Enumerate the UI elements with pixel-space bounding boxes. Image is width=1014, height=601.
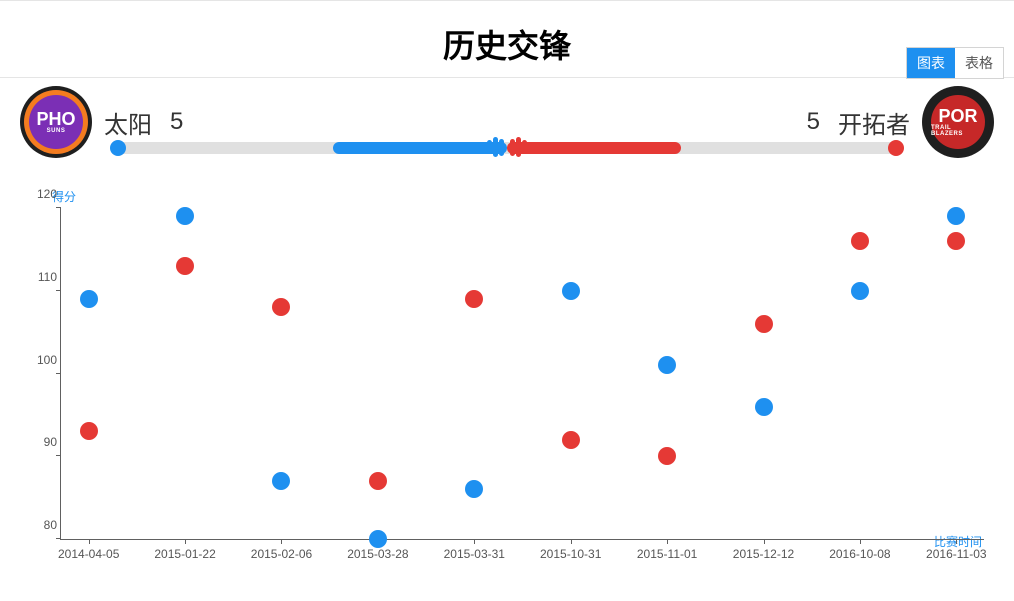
- data-point[interactable]: [562, 431, 580, 449]
- win-bar: [112, 140, 902, 156]
- tab-chart[interactable]: 图表: [907, 48, 955, 78]
- view-tabs: 图表 表格: [906, 47, 1004, 79]
- x-tick-label: 2015-11-01: [637, 547, 698, 561]
- team-left-logo: PHO SUNS: [20, 86, 92, 158]
- team-left-wins: 5: [170, 108, 183, 136]
- y-tick-label: 90: [23, 435, 57, 449]
- clash-icon: [485, 132, 529, 164]
- x-tick-mark: [571, 539, 572, 544]
- data-point[interactable]: [658, 447, 676, 465]
- data-point[interactable]: [755, 398, 773, 416]
- x-tick-mark: [89, 539, 90, 544]
- team-right-logo: POR TRAIL BLAZERS: [922, 86, 994, 158]
- data-point[interactable]: [658, 356, 676, 374]
- scatter-chart: 得分 比赛时间 80901001101202014-04-052015-01-2…: [10, 180, 1004, 580]
- x-tick-mark: [474, 539, 475, 544]
- tab-table[interactable]: 表格: [955, 48, 1003, 78]
- team-right-labels: 开拓者 5: [807, 105, 910, 140]
- data-point[interactable]: [176, 207, 194, 225]
- team-left-name: 太阳: [104, 105, 152, 140]
- data-point[interactable]: [272, 298, 290, 316]
- data-point[interactable]: [851, 232, 869, 250]
- x-tick-label: 2016-11-03: [926, 547, 987, 561]
- y-tick-label: 80: [23, 518, 57, 532]
- header-bar: 历史交锋 图表 表格: [0, 0, 1014, 78]
- y-tick-mark: [56, 207, 61, 208]
- y-tick-label: 110: [23, 270, 57, 284]
- team-right-name: 开拓者: [838, 105, 910, 140]
- y-tick-mark: [56, 455, 61, 456]
- data-point[interactable]: [562, 282, 580, 300]
- x-tick-mark: [667, 539, 668, 544]
- x-tick-label: 2015-12-12: [733, 547, 794, 561]
- y-tick-mark: [56, 373, 61, 374]
- bar-blue-segment: [333, 142, 507, 154]
- bar-left-dot: [110, 140, 126, 156]
- x-tick-mark: [281, 539, 282, 544]
- bar-red-segment: [507, 142, 681, 154]
- data-point[interactable]: [369, 530, 387, 548]
- x-tick-label: 2015-03-31: [444, 547, 505, 561]
- team-right-wins: 5: [807, 108, 820, 136]
- x-tick-mark: [860, 539, 861, 544]
- data-point[interactable]: [465, 290, 483, 308]
- data-point[interactable]: [80, 290, 98, 308]
- data-point[interactable]: [755, 315, 773, 333]
- x-tick-label: 2015-03-28: [347, 547, 408, 561]
- y-tick-label: 120: [23, 187, 57, 201]
- x-tick-mark: [185, 539, 186, 544]
- bar-right-dot: [888, 140, 904, 156]
- x-tick-label: 2016-10-08: [829, 547, 890, 561]
- x-tick-mark: [764, 539, 765, 544]
- data-point[interactable]: [947, 207, 965, 225]
- data-point[interactable]: [272, 472, 290, 490]
- page-title: 历史交锋: [0, 21, 1014, 67]
- x-tick-mark: [956, 539, 957, 544]
- data-point[interactable]: [947, 232, 965, 250]
- x-tick-label: 2015-10-31: [540, 547, 601, 561]
- data-point[interactable]: [465, 480, 483, 498]
- y-tick-mark: [56, 290, 61, 291]
- x-tick-label: 2015-01-22: [154, 547, 215, 561]
- team-left-labels: 太阳 5: [104, 105, 183, 140]
- plot-area: 80901001101202014-04-052015-01-222015-02…: [60, 208, 984, 540]
- data-point[interactable]: [369, 472, 387, 490]
- data-point[interactable]: [851, 282, 869, 300]
- y-tick-label: 100: [23, 353, 57, 367]
- data-point[interactable]: [80, 422, 98, 440]
- x-tick-label: 2015-02-06: [251, 547, 312, 561]
- data-point[interactable]: [176, 257, 194, 275]
- score-summary: PHO SUNS 太阳 5 POR TRAIL BLAZERS 开拓者 5: [0, 78, 1014, 168]
- x-tick-label: 2014-04-05: [58, 547, 119, 561]
- y-tick-mark: [56, 538, 61, 539]
